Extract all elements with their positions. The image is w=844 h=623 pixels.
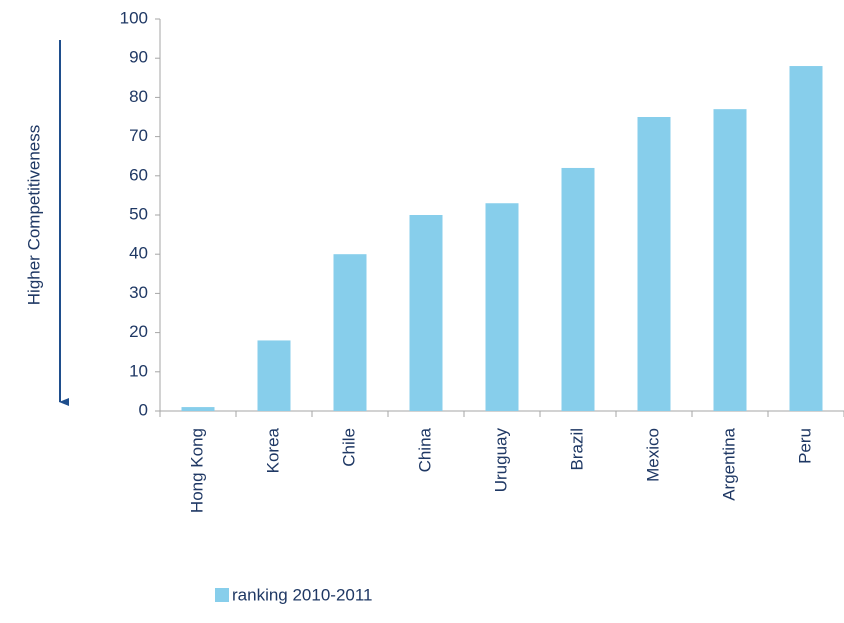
bar — [333, 254, 367, 411]
y-axis-label: Higher Competitiveness — [24, 125, 43, 305]
x-tick-label: Korea — [263, 427, 282, 473]
legend-label: ranking 2010-2011 — [232, 585, 373, 604]
y-tick-label: 0 — [139, 400, 148, 419]
x-tick-label: Peru — [795, 428, 814, 464]
bar — [181, 407, 215, 411]
y-tick-label: 30 — [129, 283, 148, 302]
bar — [409, 215, 443, 411]
y-tick-label: 50 — [129, 204, 148, 223]
y-tick-label: 70 — [129, 126, 148, 145]
bar — [561, 167, 595, 411]
legend-swatch — [215, 588, 229, 602]
x-tick-label: Hong Kong — [187, 428, 206, 513]
x-tick-label: Uruguay — [491, 428, 510, 493]
x-tick-label: Argentina — [719, 427, 738, 500]
y-tick-label: 20 — [129, 322, 148, 341]
bar — [789, 66, 823, 411]
bar — [713, 109, 747, 411]
bar — [637, 117, 671, 411]
y-tick-label: 100 — [120, 8, 148, 27]
y-tick-label: 10 — [129, 361, 148, 380]
y-tick-label: 60 — [129, 165, 148, 184]
x-tick-label: Brazil — [567, 428, 586, 471]
y-tick-label: 90 — [129, 48, 148, 67]
x-tick-label: Mexico — [643, 428, 662, 482]
y-tick-label: 40 — [129, 244, 148, 263]
x-tick-label: China — [415, 427, 434, 472]
y-tick-label: 80 — [129, 87, 148, 106]
bar — [257, 340, 291, 411]
x-tick-label: Chile — [339, 428, 358, 467]
bar — [485, 203, 519, 411]
